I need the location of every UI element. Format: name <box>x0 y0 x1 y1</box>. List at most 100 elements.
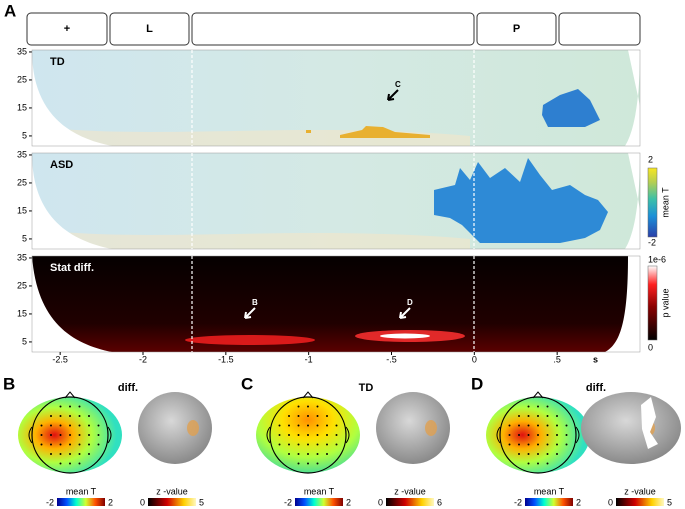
electrode <box>546 434 549 436</box>
colorbar-min: 0 <box>608 497 613 507</box>
colorbar-min: -2 <box>514 497 522 507</box>
electrode <box>537 443 539 446</box>
electrode <box>78 443 81 446</box>
brain-activation <box>425 420 437 436</box>
colorbar-label: mean T <box>304 486 335 496</box>
electrode <box>78 462 81 465</box>
significant-cluster <box>542 89 600 127</box>
panel-title: TD <box>359 382 374 394</box>
ears <box>496 426 580 444</box>
electrode <box>556 453 558 455</box>
x-tick-label: .5 <box>553 354 561 364</box>
panel-title: diff. <box>118 382 138 394</box>
electrode <box>69 453 71 455</box>
electrode <box>307 443 309 446</box>
x-tick-label: 0 <box>472 354 477 364</box>
colorbar-max: 6 <box>437 497 442 507</box>
electrode <box>288 434 290 436</box>
panel-title: diff. <box>586 382 606 394</box>
electrode <box>527 453 530 455</box>
header-box <box>109 12 190 46</box>
cone-mask <box>625 50 640 146</box>
x-tick-label: -1 <box>305 354 313 364</box>
panel-label: A <box>4 1 16 20</box>
y-tick-label: 25 <box>17 74 27 84</box>
electrode <box>307 453 309 455</box>
header-box <box>191 12 475 46</box>
electrode <box>546 424 549 427</box>
colorbar-max: 2 <box>648 154 653 164</box>
colorbar <box>616 498 664 506</box>
electrode <box>88 415 90 417</box>
electrode <box>307 424 309 427</box>
header-label: L <box>146 23 153 35</box>
y-tick-label: 5 <box>22 233 27 243</box>
electrode <box>527 434 530 436</box>
panel-label: D <box>471 374 483 393</box>
electrode <box>326 434 328 436</box>
electrode <box>556 424 558 427</box>
significant-cluster <box>434 158 608 243</box>
electrode <box>297 453 300 455</box>
electrode <box>556 443 558 446</box>
y-tick-label: 5 <box>22 130 27 140</box>
electrode <box>537 462 539 465</box>
electrode <box>59 462 62 465</box>
electrode <box>59 405 62 408</box>
electrode <box>527 415 530 417</box>
electrode <box>78 415 81 417</box>
cone-mask <box>605 256 640 352</box>
electrode <box>537 424 539 427</box>
electrode <box>78 405 81 408</box>
electrode <box>88 434 90 436</box>
brain <box>376 392 450 464</box>
electrode <box>288 443 290 446</box>
electrode <box>316 415 319 417</box>
arrow <box>244 307 256 319</box>
heatmap-texture <box>32 229 470 249</box>
y-tick-label: 25 <box>17 177 27 187</box>
electrode <box>288 424 290 427</box>
heatmap-hotspot <box>380 333 430 339</box>
nose <box>64 391 76 399</box>
x-tick-label: -1.5 <box>218 354 234 364</box>
brain <box>138 392 212 464</box>
cone-mask <box>32 50 112 146</box>
y-tick-label: 35 <box>17 46 27 56</box>
header-label: P <box>513 23 520 35</box>
electrode <box>316 443 319 446</box>
cone-mask <box>32 153 112 249</box>
colorbar-max: 5 <box>199 497 204 507</box>
electrode <box>59 415 62 417</box>
electrode <box>316 424 319 427</box>
electrode <box>527 424 530 427</box>
electrode <box>335 424 338 427</box>
heatmap <box>32 50 640 146</box>
electrode <box>335 434 338 436</box>
colorbar-min: -2 <box>648 237 656 247</box>
electrode <box>59 453 62 455</box>
spectrogram-panel <box>32 256 640 352</box>
electrode <box>565 443 568 446</box>
arrow-label: B <box>252 298 258 307</box>
colorbar-label: mean T <box>660 187 670 218</box>
colorbar-max: 2 <box>108 497 113 507</box>
y-tick-label: 15 <box>17 308 27 318</box>
x-tick-label: -2.5 <box>52 354 68 364</box>
electrode <box>316 434 319 436</box>
electrode <box>307 434 309 436</box>
header-box <box>26 12 108 46</box>
electrode <box>69 462 71 465</box>
nose <box>302 391 314 399</box>
panel-frame <box>31 49 641 147</box>
y-tick-label: 25 <box>17 280 27 290</box>
electrode <box>40 443 43 446</box>
electrode <box>297 415 300 417</box>
electrode <box>307 415 309 417</box>
electrode <box>297 434 300 436</box>
colorbar-label: z -value <box>394 486 426 496</box>
electrode <box>297 443 300 446</box>
ears <box>28 426 112 444</box>
electrode <box>518 443 520 446</box>
colorbar-max: 5 <box>667 497 672 507</box>
